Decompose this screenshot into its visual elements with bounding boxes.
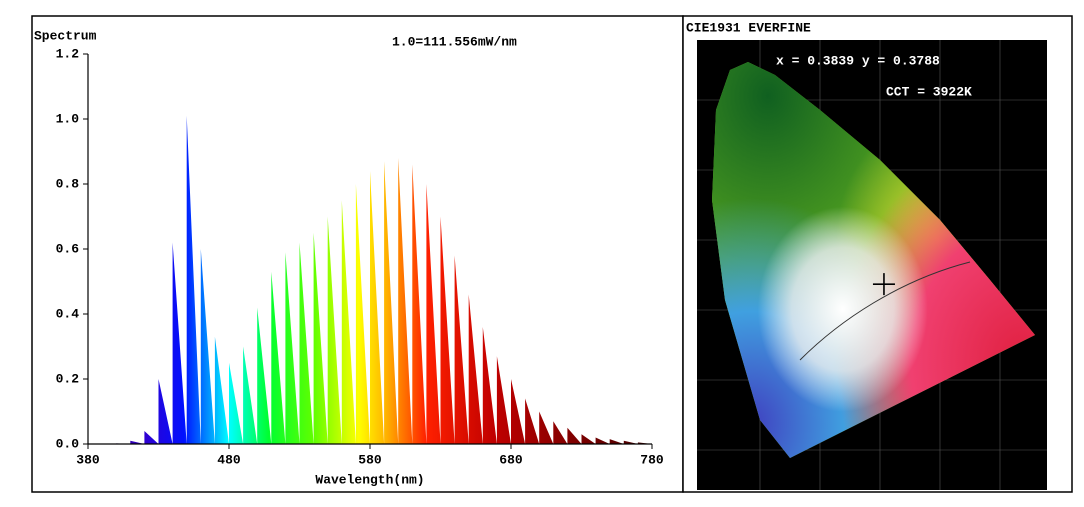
y-tick-label: 1.2 xyxy=(56,46,80,61)
chromaticity-label: x = 0.3839 y = 0.3788 xyxy=(776,53,940,68)
x-tick-label: 680 xyxy=(499,452,523,467)
x-tick-label: 480 xyxy=(217,452,241,467)
y-tick-label: 0.0 xyxy=(56,436,80,451)
spectrum-area xyxy=(88,115,652,444)
y-tick-label: 0.2 xyxy=(56,371,80,386)
chromaticity-point xyxy=(872,273,895,296)
y-tick-label: 0.4 xyxy=(56,306,80,321)
chart-subtitle: 1.0=111.556mW/nm xyxy=(392,34,517,49)
chart-title: CIE1931 EVERFINE xyxy=(686,20,811,35)
x-tick-label: 580 xyxy=(358,452,382,467)
y-tick-label: 0.8 xyxy=(56,176,80,191)
x-axis-title: Wavelength(nm) xyxy=(315,472,424,487)
x-tick-label: 780 xyxy=(640,452,664,467)
cct-label: CCT = 3922K xyxy=(886,84,972,99)
chart-title: Spectrum xyxy=(34,28,97,43)
y-tick-label: 1.0 xyxy=(56,111,80,126)
y-tick-label: 0.6 xyxy=(56,241,80,256)
x-tick-label: 380 xyxy=(76,452,100,467)
